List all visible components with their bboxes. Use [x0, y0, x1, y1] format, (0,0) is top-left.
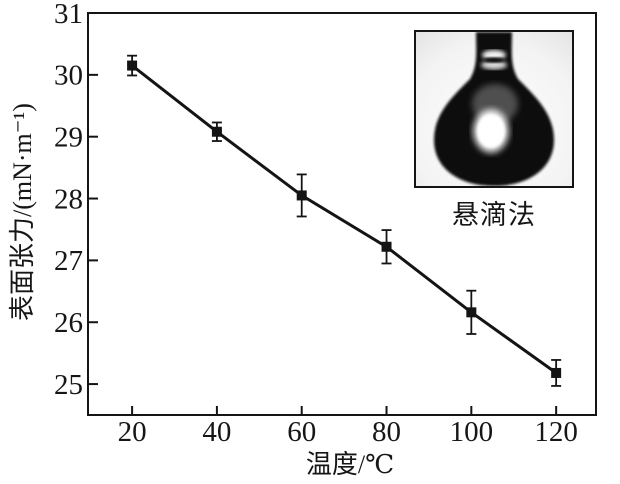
drop-highlight — [477, 114, 505, 148]
series-line — [130, 64, 558, 375]
x-tick-label: 100 — [450, 416, 494, 448]
data-point-marker — [551, 367, 562, 378]
pendant-drop-photo — [416, 32, 572, 186]
x-axis-title: 温度/℃ — [305, 450, 395, 479]
x-tick-label: 60 — [287, 416, 316, 448]
data-point-marker — [466, 307, 477, 318]
data-point-marker — [127, 60, 138, 71]
neck-highlight-gap — [484, 57, 504, 63]
neck-highlight-upper — [482, 50, 506, 60]
x-tick-label: 20 — [118, 416, 147, 448]
y-tick-label: 31 — [54, 0, 83, 30]
x-tick-label: 40 — [202, 416, 231, 448]
data-point-marker — [381, 241, 392, 252]
y-tick-label: 30 — [54, 60, 83, 92]
y-tick-label: 29 — [54, 122, 83, 154]
plot-frame — [87, 12, 597, 416]
inset-panel — [414, 30, 574, 188]
x-tick-label: 120 — [534, 416, 578, 448]
y-axis-title: 表面张力/(mN·m⁻¹) — [8, 103, 37, 321]
y-tick-label: 26 — [54, 307, 83, 339]
neck-highlight-lower — [481, 60, 507, 70]
inset-caption: 悬滴法 — [452, 200, 536, 230]
y-tick-label: 27 — [54, 245, 83, 277]
y-tick-label: 28 — [54, 183, 83, 215]
data-point-marker — [296, 190, 307, 201]
x-tick-label: 80 — [372, 416, 401, 448]
data-point-marker — [211, 126, 222, 137]
y-tick-label: 25 — [54, 369, 83, 401]
